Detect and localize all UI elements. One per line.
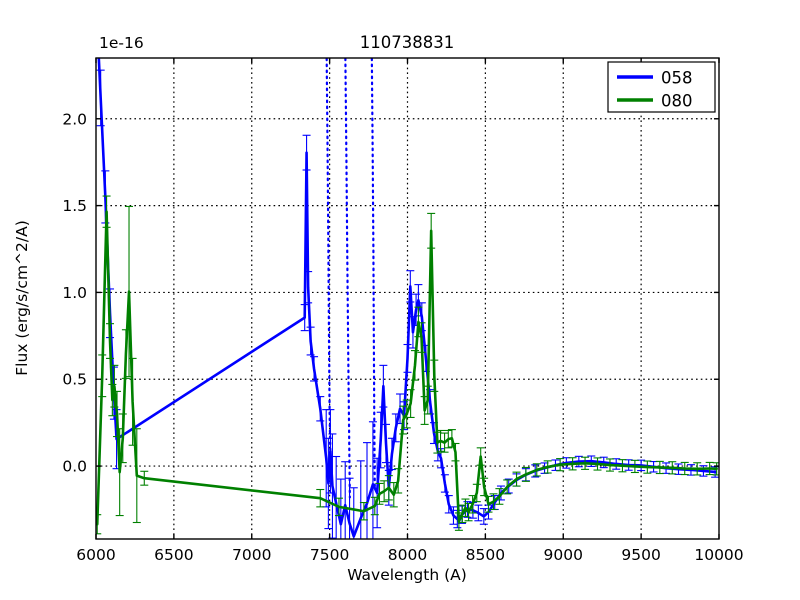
- x-tick-label: 8500: [466, 546, 505, 564]
- page-title: 110738831: [360, 33, 454, 52]
- y-tick-label: 0.5: [62, 371, 87, 389]
- y-tick-label: 2.0: [62, 110, 87, 128]
- y-tick-labels: 0.0 0.5 1.0 1.5 2.0: [62, 110, 87, 475]
- y-tick-label: 1.5: [62, 197, 87, 215]
- plot-frame: [95, 57, 720, 540]
- x-tick-label: 10000: [694, 546, 743, 564]
- dotted-segment: [344, 58, 351, 499]
- data-series-group: [96, 58, 719, 539]
- x-tick-labels: 6000 6500 7000 7500 8000 8500 9000 9500 10000: [76, 546, 743, 564]
- legend-box: [607, 61, 716, 113]
- x-tick-label: 7500: [310, 546, 349, 564]
- y-axis-label: Flux (erg/s/cm^2/A): [13, 220, 31, 376]
- legend-label-080[interactable]: 080: [661, 92, 693, 111]
- series-080: [96, 195, 719, 535]
- x-tick-label: 9500: [621, 546, 660, 564]
- x-tick-label: 8000: [388, 546, 427, 564]
- y-tick-label: 0.0: [62, 458, 87, 476]
- dotted-segment: [325, 58, 332, 459]
- x-tick-label: 7000: [232, 546, 271, 564]
- legend-label-058[interactable]: 058: [661, 69, 693, 88]
- series-line-080: [96, 210, 718, 526]
- y-axis-offset-label: 1e-16: [99, 34, 144, 52]
- x-tick-label: 6000: [76, 546, 115, 564]
- x-tick-label: 9000: [544, 546, 583, 564]
- x-tick-label: 6500: [154, 546, 193, 564]
- x-axis-label: Wavelength (A): [347, 566, 467, 584]
- y-tick-label: 1.0: [62, 284, 87, 302]
- dotted-segment: [370, 58, 376, 489]
